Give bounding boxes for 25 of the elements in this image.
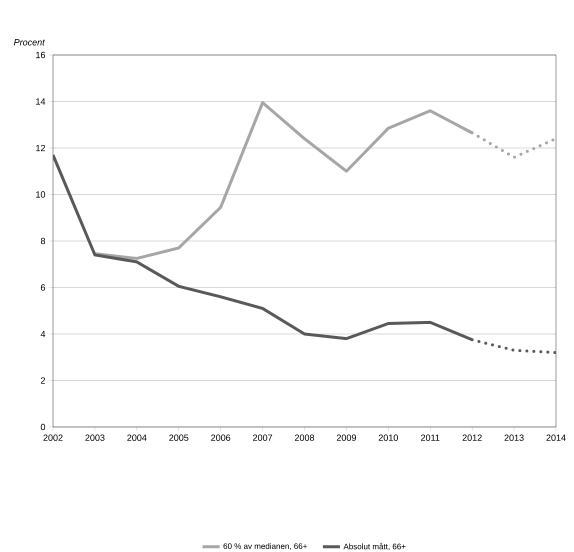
- legend-label: 60 % av medianen, 66+: [224, 543, 307, 550]
- x-tick-label: 2007: [253, 434, 272, 441]
- y-tick-label: 14: [36, 98, 46, 105]
- legend-label: Absolut mått, 66+: [343, 542, 406, 550]
- y-axis-title: Procent: [14, 39, 45, 46]
- x-tick-label: 2004: [127, 434, 147, 441]
- y-tick-label: 2: [40, 377, 46, 384]
- x-tick-label: 2013: [504, 434, 524, 441]
- y-tick-label: 8: [40, 238, 46, 244]
- x-tick-label: 2002: [43, 434, 63, 441]
- x-tick-label: 2006: [211, 434, 230, 441]
- x-tick-label: 2012: [462, 434, 482, 441]
- y-tick-label: 12: [36, 144, 46, 152]
- y-tick-label: 10: [36, 191, 46, 198]
- y-tick-label: 16: [36, 52, 46, 58]
- x-tick-label: 2011: [421, 434, 440, 441]
- x-tick-label: 2010: [378, 434, 398, 441]
- x-tick-label: 2014: [546, 434, 566, 441]
- x-tick-label: 2003: [85, 434, 105, 441]
- x-tick-label: 2009: [336, 434, 356, 441]
- y-tick-label: 6: [40, 284, 46, 291]
- y-tick-label: 0: [40, 424, 46, 430]
- x-tick-label: 2005: [169, 434, 188, 441]
- x-tick-label: 2008: [294, 434, 314, 441]
- y-tick-label: 4: [40, 330, 46, 338]
